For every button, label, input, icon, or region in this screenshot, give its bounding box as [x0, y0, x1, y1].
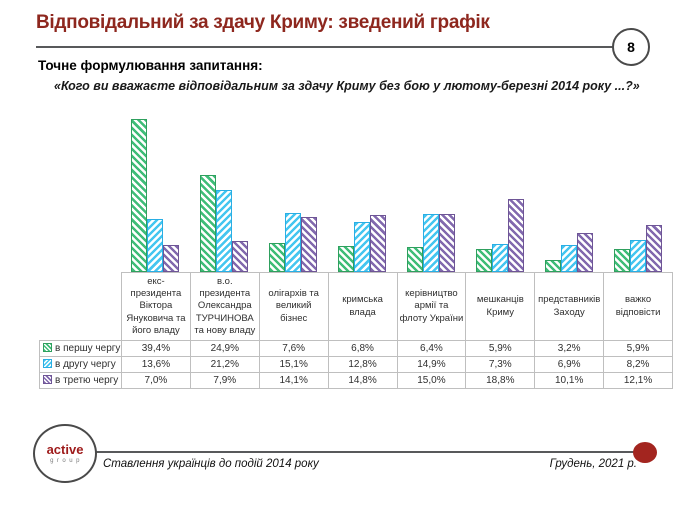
value-cell: 7,3%	[465, 356, 536, 373]
legend-swatch-icon	[43, 343, 52, 352]
bar	[200, 175, 217, 272]
value-cell: 18,8%	[465, 372, 536, 389]
bar	[629, 240, 646, 272]
bar	[645, 225, 662, 272]
value-cell: 12,1%	[603, 372, 673, 389]
value-cell: 7,0%	[121, 372, 191, 389]
value-cell: 5,9%	[465, 340, 536, 357]
bar	[370, 214, 387, 272]
category-header: екс-президента Віктора Януковича та його…	[121, 272, 191, 341]
legend-cell: в третю чергу	[39, 372, 122, 389]
bar	[475, 249, 492, 272]
footer-date: Грудень, 2021 р.	[549, 458, 637, 470]
value-cell: 14,8%	[327, 372, 398, 389]
page-number-badge: 8	[612, 28, 650, 66]
bar-group	[465, 112, 534, 272]
bar	[232, 241, 249, 272]
category-header: представників Заходу	[534, 272, 605, 341]
table-row: в третю чергу 7,0% 7,9% 14,1% 14,8% 15,0% 18,8…	[39, 372, 673, 389]
title-divider	[36, 46, 616, 48]
value-cell: 15,0%	[396, 372, 467, 389]
active-group-logo: active group	[33, 424, 97, 483]
category-header: в.о. президента Олександра ТУРЧИНОВА та …	[189, 272, 260, 341]
table-row: в першу чергу 39,4% 24,9% 7,6% 6,8% 6,4% 5,9% 3…	[39, 340, 673, 357]
bar	[285, 213, 302, 272]
page-title: Відповідальний за здачу Криму: зведений …	[36, 12, 490, 33]
bar	[422, 214, 439, 272]
value-cell: 6,9%	[534, 356, 605, 373]
table-row: в другу чергу 13,6% 21,2% 15,1% 12,8% 14,9% 7,…	[39, 356, 673, 373]
category-header: мешканців Криму	[465, 272, 536, 341]
value-cell: 39,4%	[121, 340, 191, 357]
question-quote: «Кого ви вважаєте відповідальним за здач…	[54, 79, 640, 93]
value-cell: 6,4%	[396, 340, 467, 357]
legend-swatch-icon	[43, 359, 52, 368]
bar	[406, 247, 423, 272]
logo-text-group: group	[50, 458, 83, 464]
category-header: олігархів та великий бізнес	[258, 272, 329, 341]
bar	[301, 217, 318, 272]
legend-swatch-icon	[43, 375, 52, 384]
bar-group	[328, 112, 397, 272]
category-header: важко відповісти	[603, 272, 673, 341]
bar-group	[397, 112, 466, 272]
value-cell: 7,6%	[258, 340, 329, 357]
bar	[576, 232, 593, 272]
footer-divider	[66, 451, 650, 453]
bar	[163, 244, 180, 272]
bar	[544, 259, 561, 272]
bar-group	[190, 112, 259, 272]
bar	[354, 222, 371, 272]
logo-text-active: active	[46, 442, 84, 457]
bar	[216, 189, 233, 272]
bar	[338, 245, 355, 272]
value-cell: 8,2%	[603, 356, 673, 373]
category-header: кримська влада	[327, 272, 398, 341]
bar-group	[534, 112, 603, 272]
value-cell: 10,1%	[534, 372, 605, 389]
value-cell: 21,2%	[189, 356, 260, 373]
value-cell: 6,8%	[327, 340, 398, 357]
bar	[438, 213, 455, 272]
question-label: Точне формулювання запитання:	[38, 58, 263, 73]
bar	[147, 219, 164, 272]
bar	[560, 245, 577, 272]
bar	[269, 242, 286, 272]
value-cell: 3,2%	[534, 340, 605, 357]
category-header: керівництво армії та флоту України	[396, 272, 467, 341]
bar-group	[121, 112, 190, 272]
legend-cell: в другу чергу	[39, 356, 122, 373]
bars-area	[121, 112, 672, 272]
value-cell: 15,1%	[258, 356, 329, 373]
legend-cell: в першу чергу	[39, 340, 122, 357]
page-number: 8	[627, 39, 635, 55]
value-cell: 5,9%	[603, 340, 673, 357]
data-table: екс-президента Віктора Януковича та його…	[39, 272, 673, 389]
bar-group	[603, 112, 672, 272]
value-cell: 24,9%	[189, 340, 260, 357]
bar	[491, 243, 508, 272]
footer-red-dot-icon	[633, 442, 657, 463]
value-cell: 12,8%	[327, 356, 398, 373]
bar	[131, 119, 148, 272]
value-cell: 14,9%	[396, 356, 467, 373]
bar	[507, 199, 524, 272]
footer-caption: Ставлення українців до подій 2014 року	[103, 458, 319, 470]
bar-group	[259, 112, 328, 272]
value-cell: 7,9%	[189, 372, 260, 389]
value-cell: 13,6%	[121, 356, 191, 373]
bar	[613, 249, 630, 272]
value-cell: 14,1%	[258, 372, 329, 389]
table-corner-cell	[39, 272, 122, 341]
